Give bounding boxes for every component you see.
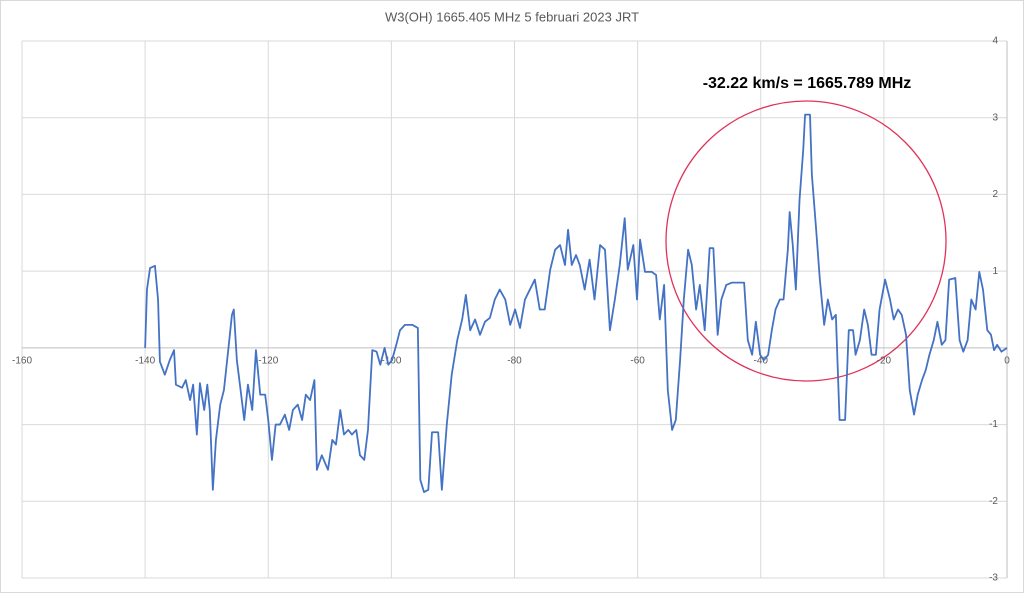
- x-tick-label: -120: [258, 355, 278, 366]
- y-tick-label: 1: [992, 266, 998, 277]
- y-tick-label: -3: [989, 573, 998, 584]
- y-tick-label: 2: [992, 189, 998, 200]
- annotation: -32.22 km/s = 1665.789 MHz: [703, 75, 912, 92]
- highlight-circle: [665, 100, 947, 382]
- y-tick-label: 3: [992, 112, 998, 123]
- y-tick-label: -1: [989, 419, 998, 430]
- grid: [21, 40, 1008, 579]
- x-tick-label: -20: [877, 355, 892, 366]
- y-tick-label: 4: [992, 36, 998, 47]
- x-tick-label: -80: [507, 355, 522, 366]
- y-tick-label: -2: [989, 496, 998, 507]
- x-tick-label: -40: [754, 355, 769, 366]
- x-tick-label: -60: [630, 355, 645, 366]
- x-tick-label: -160: [12, 355, 32, 366]
- x-tick-label: 0: [1004, 355, 1010, 366]
- chart-title: W3(OH) 1665.405 MHz 5 februari 2023 JRT: [385, 9, 639, 24]
- x-tick-label: -140: [135, 355, 155, 366]
- data-line: [144, 113, 1008, 493]
